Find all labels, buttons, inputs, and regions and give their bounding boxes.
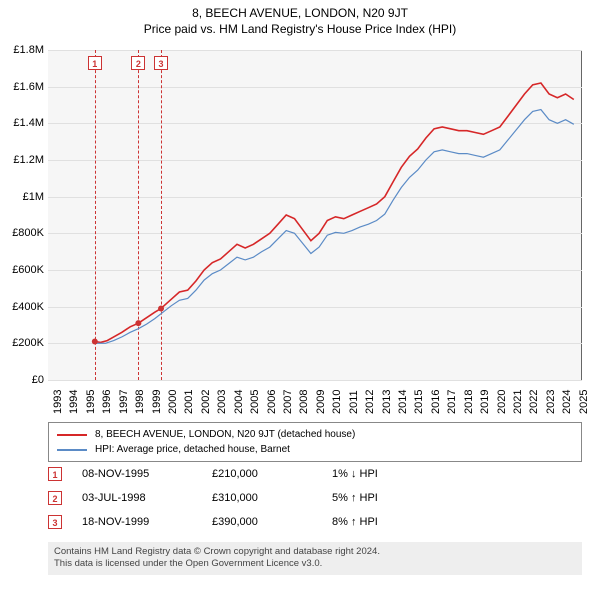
marker-dot: [92, 339, 98, 345]
x-tick-label: 2000: [167, 390, 179, 414]
legend-swatch: [57, 449, 87, 451]
transaction-diff: 5% ↑ HPI: [332, 492, 452, 504]
x-tick-label: 1996: [101, 390, 113, 414]
y-tick-label: £600K: [2, 264, 44, 276]
y-tick-label: £200K: [2, 337, 44, 349]
x-tick-label: 2012: [364, 390, 376, 414]
x-tick-label: 2003: [216, 390, 228, 414]
transactions-table: 1 08-NOV-1995£210,0001% ↓ HPI 2 03-JUL-1998…: [48, 462, 582, 534]
x-tick-label: 2002: [200, 390, 212, 414]
x-tick-label: 2018: [463, 390, 475, 414]
transaction-marker-box: 3: [48, 515, 62, 529]
transaction-price: £390,000: [212, 516, 332, 528]
x-tick-label: 2008: [298, 390, 310, 414]
x-tick-label: 2025: [578, 390, 590, 414]
transaction-diff: 8% ↑ HPI: [332, 516, 452, 528]
series-hpi: [95, 110, 574, 344]
transaction-marker-box: 1: [48, 467, 62, 481]
legend-row: HPI: Average price, detached house, Barn…: [57, 442, 573, 457]
legend-swatch: [57, 434, 87, 436]
y-tick-label: £1.6M: [2, 81, 44, 93]
y-tick-label: £1.2M: [2, 154, 44, 166]
x-tick-label: 2005: [249, 390, 261, 414]
x-tick-label: 1998: [134, 390, 146, 414]
legend-label: HPI: Average price, detached house, Barn…: [95, 444, 290, 455]
line-chart-svg: [48, 50, 582, 380]
x-tick-label: 2001: [183, 390, 195, 414]
x-tick-label: 2010: [331, 390, 343, 414]
x-tick-label: 2020: [496, 390, 508, 414]
x-tick-label: 2011: [348, 390, 360, 414]
transaction-row: 1 08-NOV-1995£210,0001% ↓ HPI: [48, 462, 582, 486]
y-tick-label: £1.4M: [2, 117, 44, 129]
x-tick-label: 1997: [118, 390, 130, 414]
x-tick-label: 2022: [528, 390, 540, 414]
x-tick-label: 1994: [68, 390, 80, 414]
x-tick-label: 1999: [151, 390, 163, 414]
x-tick-label: 2019: [479, 390, 491, 414]
footer-line1: Contains HM Land Registry data © Crown c…: [54, 546, 576, 558]
transaction-marker-box: 2: [48, 491, 62, 505]
transaction-date: 08-NOV-1995: [82, 468, 212, 480]
y-tick-label: £1M: [2, 191, 44, 203]
x-tick-label: 2014: [397, 390, 409, 414]
footer-line2: This data is licensed under the Open Gov…: [54, 558, 576, 570]
chart-area: £0£200K£400K£600K£800K£1M£1.2M£1.4M£1.6M…: [48, 50, 582, 380]
transaction-price: £210,000: [212, 468, 332, 480]
marker-dot: [158, 306, 164, 312]
x-tick-label: 2004: [233, 390, 245, 414]
title-subtitle: Price paid vs. HM Land Registry's House …: [0, 22, 600, 36]
x-tick-label: 2023: [545, 390, 557, 414]
marker-dot: [135, 320, 141, 326]
x-tick-label: 2006: [266, 390, 278, 414]
x-tick-label: 2015: [413, 390, 425, 414]
legend-row: 8, BEECH AVENUE, LONDON, N20 9JT (detach…: [57, 427, 573, 442]
y-tick-label: £0: [2, 374, 44, 386]
legend: 8, BEECH AVENUE, LONDON, N20 9JT (detach…: [48, 422, 582, 462]
y-tick-label: £800K: [2, 227, 44, 239]
legend-label: 8, BEECH AVENUE, LONDON, N20 9JT (detach…: [95, 429, 355, 440]
transaction-diff: 1% ↓ HPI: [332, 468, 452, 480]
y-tick-label: £1.8M: [2, 44, 44, 56]
x-tick-label: 2013: [381, 390, 393, 414]
x-tick-label: 2017: [446, 390, 458, 414]
x-tick-label: 2024: [561, 390, 573, 414]
transaction-price: £310,000: [212, 492, 332, 504]
y-tick-label: £400K: [2, 301, 44, 313]
title-block: 8, BEECH AVENUE, LONDON, N20 9JT Price p…: [0, 0, 600, 36]
x-tick-label: 1993: [52, 390, 64, 414]
transaction-row: 2 03-JUL-1998£310,0005% ↑ HPI: [48, 486, 582, 510]
title-address: 8, BEECH AVENUE, LONDON, N20 9JT: [0, 6, 600, 20]
transaction-date: 18-NOV-1999: [82, 516, 212, 528]
transaction-row: 3 18-NOV-1999£390,0008% ↑ HPI: [48, 510, 582, 534]
x-tick-label: 2007: [282, 390, 294, 414]
x-tick-label: 1995: [85, 390, 97, 414]
x-tick-label: 2016: [430, 390, 442, 414]
footer-attribution: Contains HM Land Registry data © Crown c…: [48, 542, 582, 575]
transaction-date: 03-JUL-1998: [82, 492, 212, 504]
x-tick-label: 2021: [512, 390, 524, 414]
x-tick-label: 2009: [315, 390, 327, 414]
chart-container: 8, BEECH AVENUE, LONDON, N20 9JT Price p…: [0, 0, 600, 590]
series-property: [95, 83, 574, 342]
